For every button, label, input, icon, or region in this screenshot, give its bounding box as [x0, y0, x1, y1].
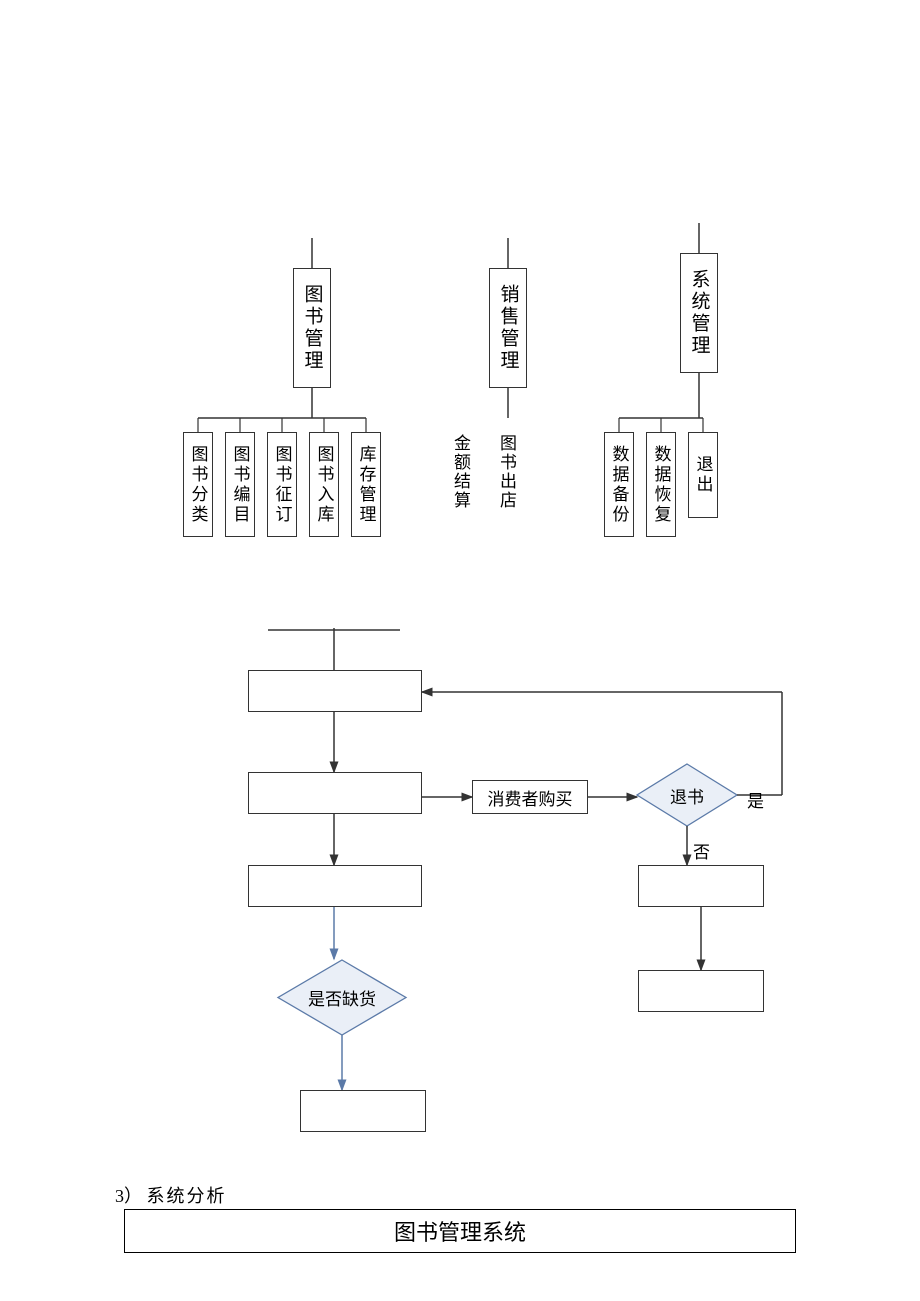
flow-branch-label: 否	[693, 838, 710, 863]
flow-process-box	[248, 670, 422, 712]
flow-process-box	[248, 772, 422, 814]
submodule-box: 图书征订	[267, 432, 297, 537]
submodule-box: 图书入库	[309, 432, 339, 537]
submodule-box: 数据恢复	[646, 432, 676, 537]
submodule-text: 金额结算	[448, 434, 473, 510]
section-label: 系统分析	[147, 1186, 227, 1206]
flow-process-box	[300, 1090, 426, 1132]
section-number: 3）	[115, 1186, 142, 1206]
module-box: 销售管理	[489, 268, 527, 388]
submodule-box: 库存管理	[351, 432, 381, 537]
flow-process-box	[638, 970, 764, 1012]
flow-process-box: 消费者购买	[472, 780, 588, 814]
system-title-box: 图书管理系统	[124, 1209, 796, 1253]
section-header: 3） 系统分析	[115, 1182, 227, 1208]
submodule-box: 数据备份	[604, 432, 634, 537]
submodule-box: 退出	[688, 432, 718, 518]
flow-decision-label: 是否缺货	[278, 960, 406, 1035]
system-title: 图书管理系统	[394, 1215, 526, 1247]
module-box: 图书管理	[293, 268, 331, 388]
module-box: 系统管理	[680, 253, 718, 373]
flow-process-box	[638, 865, 764, 907]
flow-process-box	[248, 865, 422, 907]
flow-branch-label: 是	[747, 787, 764, 812]
submodule-box: 图书编目	[225, 432, 255, 537]
diagram-lines	[0, 0, 920, 1301]
submodule-box: 图书分类	[183, 432, 213, 537]
flow-decision-label: 退书	[637, 764, 737, 826]
submodule-text: 图书出店	[494, 434, 519, 510]
